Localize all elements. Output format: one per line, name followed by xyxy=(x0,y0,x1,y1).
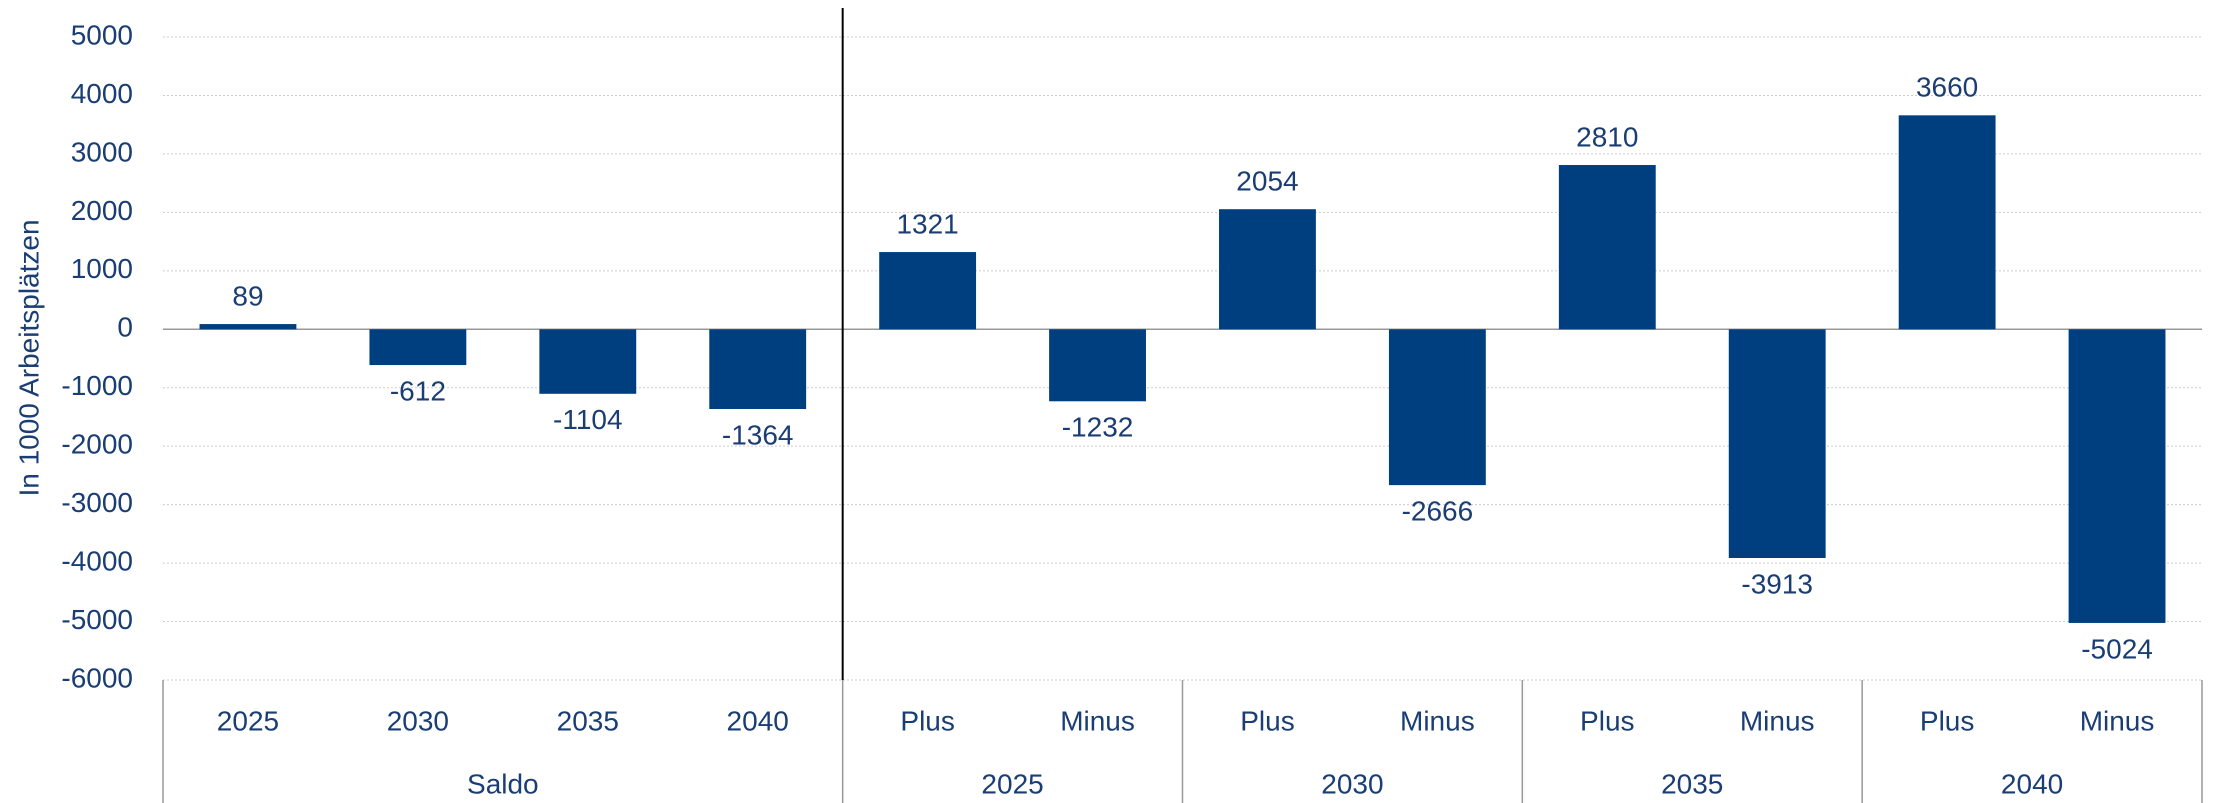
x-tick-label: Minus xyxy=(1400,705,1475,736)
data-label: -3913 xyxy=(1741,568,1813,599)
bar xyxy=(879,252,977,330)
bar xyxy=(1898,115,1996,330)
x-tick-label: 2025 xyxy=(217,705,279,736)
y-axis-label: In 1000 Arbeitsplätzen xyxy=(13,219,44,496)
x-tick-label: 2035 xyxy=(557,705,619,736)
bar xyxy=(1728,329,1826,559)
y-tick-label: -6000 xyxy=(61,662,133,693)
y-tick-label: 1000 xyxy=(71,253,133,284)
bar xyxy=(1388,329,1486,486)
bar xyxy=(199,324,297,330)
group-label: 2035 xyxy=(1661,768,1723,799)
bar xyxy=(1219,209,1316,330)
data-label: 2810 xyxy=(1576,121,1638,152)
x-tick-label: Minus xyxy=(1060,705,1135,736)
y-tick-label: 3000 xyxy=(71,136,133,167)
bar xyxy=(539,329,637,394)
data-label: -5024 xyxy=(2081,633,2153,664)
group-label: 2025 xyxy=(981,768,1043,799)
bar xyxy=(369,329,467,366)
data-label: 89 xyxy=(232,280,263,311)
y-tick-label: -2000 xyxy=(61,429,133,460)
group-label: Saldo xyxy=(467,768,539,799)
data-label: -1364 xyxy=(722,419,794,450)
group-label: 2040 xyxy=(2001,768,2063,799)
x-tick-label: Minus xyxy=(2080,705,2155,736)
x-tick-label: Plus xyxy=(1580,705,1634,736)
y-tick-label: 2000 xyxy=(71,195,133,226)
x-tick-label: Plus xyxy=(1920,705,1974,736)
x-tick-label: 2040 xyxy=(727,705,789,736)
data-label: -2666 xyxy=(1402,496,1474,527)
bar xyxy=(2068,329,2166,623)
y-tick-label: -1000 xyxy=(61,370,133,401)
data-label: 1321 xyxy=(896,208,958,239)
y-tick-label: -3000 xyxy=(61,487,133,518)
group-label: 2030 xyxy=(1321,768,1383,799)
y-tick-label: 4000 xyxy=(71,78,133,109)
bar xyxy=(1558,165,1656,330)
x-tick-label: Minus xyxy=(1740,705,1815,736)
x-tick-label: Plus xyxy=(900,705,954,736)
y-tick-label: 0 xyxy=(117,312,133,343)
bar xyxy=(1049,329,1146,402)
y-tick-label: -4000 xyxy=(61,545,133,576)
data-label: 2054 xyxy=(1236,166,1298,197)
data-label: -1104 xyxy=(553,404,623,435)
x-tick-label: Plus xyxy=(1240,705,1294,736)
data-label: -612 xyxy=(390,375,446,406)
y-tick-label: -5000 xyxy=(61,604,133,635)
data-label: -1232 xyxy=(1062,412,1134,443)
y-tick-label: 5000 xyxy=(71,19,133,50)
bar xyxy=(709,329,807,410)
data-label: 3660 xyxy=(1916,72,1978,103)
x-tick-label: 2030 xyxy=(387,705,449,736)
